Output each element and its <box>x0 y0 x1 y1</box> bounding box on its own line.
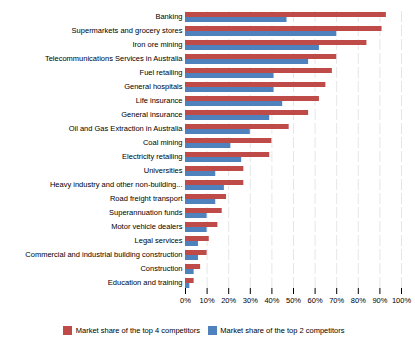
svg-text:Commercial and industrial buil: Commercial and industrial building const… <box>25 250 182 259</box>
svg-text:Superannuation funds: Superannuation funds <box>109 208 183 217</box>
svg-text:0%: 0% <box>180 296 191 305</box>
svg-text:80%: 80% <box>351 296 366 305</box>
svg-text:Education and training: Education and training <box>108 278 183 287</box>
svg-text:10%: 10% <box>200 296 215 305</box>
svg-text:100%: 100% <box>392 296 412 305</box>
svg-text:Telecommunications Services in: Telecommunications Services in Australia <box>45 54 183 63</box>
svg-text:Electricity retailing: Electricity retailing <box>122 152 182 161</box>
svg-text:Coal mining: Coal mining <box>143 138 183 147</box>
svg-text:50%: 50% <box>286 296 301 305</box>
svg-text:60%: 60% <box>308 296 323 305</box>
svg-text:General insurance: General insurance <box>121 110 182 119</box>
svg-text:Supermarkets and grocery store: Supermarkets and grocery stores <box>72 26 183 35</box>
svg-text:20%: 20% <box>221 296 236 305</box>
svg-text:70%: 70% <box>329 296 344 305</box>
svg-text:40%: 40% <box>264 296 279 305</box>
svg-text:Construction: Construction <box>140 264 182 273</box>
svg-text:Iron ore mining: Iron ore mining <box>132 40 182 49</box>
svg-text:General hospitals: General hospitals <box>124 82 183 91</box>
svg-text:Road freight transport: Road freight transport <box>110 194 183 203</box>
svg-text:Legal services: Legal services <box>135 236 183 245</box>
svg-text:Motor vehicle dealers: Motor vehicle dealers <box>111 222 183 231</box>
svg-text:Life insurance: Life insurance <box>136 96 183 105</box>
svg-text:90%: 90% <box>372 296 387 305</box>
svg-text:Heavy industry and other non-b: Heavy industry and other non-building... <box>50 180 183 189</box>
svg-text:Universities: Universities <box>144 166 183 175</box>
svg-text:Fuel retailing: Fuel retailing <box>140 68 183 77</box>
svg-text:Oil and Gas Extraction in Aust: Oil and Gas Extraction in Australia <box>69 124 184 133</box>
svg-text:30%: 30% <box>243 296 258 305</box>
svg-text:Banking: Banking <box>155 12 182 21</box>
html-text:Market share of the top 2 comp: Market share of the top 2 competitors <box>220 326 345 335</box>
html-text:Market share of the top 4 comp: Market share of the top 4 competitors <box>75 326 200 335</box>
